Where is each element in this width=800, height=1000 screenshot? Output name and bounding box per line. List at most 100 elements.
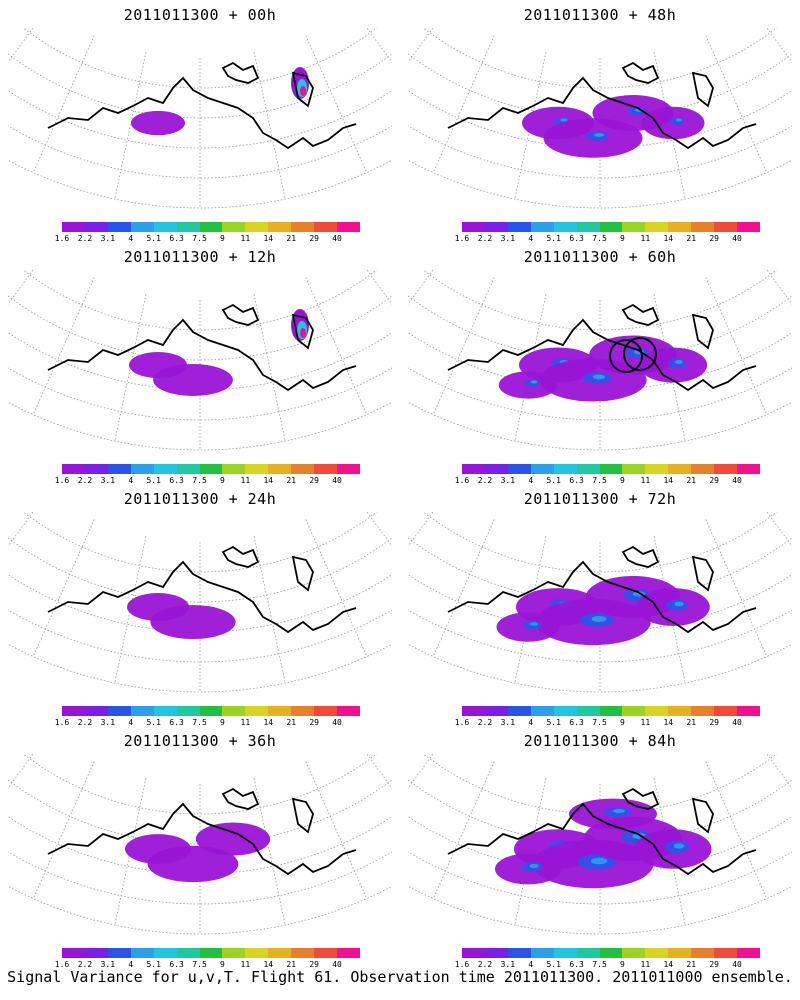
meridian-line	[32, 277, 95, 415]
colorbar-swatch	[507, 222, 531, 232]
polar-map	[408, 754, 792, 935]
colorbar-swatch	[176, 948, 200, 958]
colorbar-tick-label: 9	[620, 960, 625, 969]
colorbar-swatch	[737, 948, 760, 958]
colorbar-swatch	[668, 706, 692, 716]
colorbar-tick-label: 29	[309, 718, 319, 727]
map-panel: 2011011300 + 36h 1.6 2.2 3.1 4 5.1 6.3 7.5 9 11 14…	[0, 726, 400, 976]
latitude-line	[8, 537, 392, 603]
latitude-line	[22, 270, 378, 331]
colorbar-swatch	[576, 222, 600, 232]
panel-title: 2011011300 + 48h	[523, 6, 677, 24]
colorbar-swatch	[222, 948, 246, 958]
map-panel: 2011011300 + 00h 1.6 2.2 3.1 4 5.1 6.3 7.5 9 11 14…	[0, 0, 400, 250]
colorbar-tick-label: 29	[709, 718, 719, 727]
colorbar-swatch	[314, 222, 338, 232]
colorbar-tick-label: 29	[709, 476, 719, 485]
colorbar-tick-label: 14	[263, 718, 274, 727]
meridian-line	[432, 277, 495, 415]
colorbar-tick-label: 11	[240, 234, 251, 243]
colorbar-tick-label: 4	[128, 718, 134, 727]
latitude-line	[8, 609, 392, 663]
colorbar-tick-label: 11	[240, 718, 251, 727]
colorbar-labels: 1.6 2.2 3.1 4 5.1 6.3 7.5 9 11 14 21 29 40	[452, 718, 770, 728]
colorbar-labels: 1.6 2.2 3.1 4 5.1 6.3 7.5 9 11 14 21 29 40	[452, 960, 770, 970]
coastline	[447, 545, 757, 634]
meridian-line	[766, 512, 792, 547]
panel-title: 2011011300 + 60h	[523, 248, 677, 266]
colorbar-swatch	[176, 464, 200, 474]
colorbar-swatch	[737, 706, 760, 716]
polar-map	[408, 512, 792, 693]
colorbar-swatch	[62, 222, 85, 232]
latitude-line	[8, 851, 392, 905]
colorbar-swatch	[130, 706, 154, 716]
latitude-line	[408, 125, 792, 179]
meridian-line	[408, 754, 434, 789]
colorbar-swatch	[599, 222, 623, 232]
colorbar-swatch	[691, 948, 715, 958]
coastline	[47, 787, 357, 876]
coastline	[447, 303, 757, 392]
colorbar-tick-label: 6.3	[169, 234, 184, 243]
map-panel: 2011011300 + 84h 1.6 2.2 3.1 4 5.1 6.3 7.5 9 11 14…	[400, 726, 800, 976]
colorbar-swatch	[84, 222, 108, 232]
coastline	[47, 61, 357, 150]
colorbar-tick-label: 5.1	[146, 234, 161, 243]
colorbar-tick-label: 6.3	[169, 960, 184, 969]
panel-title: 2011011300 + 36h	[123, 732, 277, 750]
colorbar-tick-label: 4	[128, 234, 134, 243]
colorbar-tick-label: 6.3	[569, 718, 584, 727]
colorbar-tick-label: 6.3	[569, 960, 584, 969]
colorbar-swatch	[553, 222, 577, 232]
colorbar-tick-label: 2.2	[77, 234, 93, 243]
colorbar-swatch	[337, 948, 360, 958]
colorbar-tick-label: 9	[620, 234, 625, 243]
meridian-line	[766, 754, 792, 789]
colorbar-swatch	[245, 948, 269, 958]
meridian-line	[705, 519, 768, 657]
colorbar-swatch	[245, 222, 269, 232]
colorbar-swatch	[691, 706, 715, 716]
colorbar-tick-label: 3.1	[500, 960, 516, 969]
colorbar-tick-label: 29	[309, 960, 319, 969]
colorbar-swatch	[107, 464, 131, 474]
polar-map	[408, 28, 792, 209]
colorbar-tick-label: 40	[732, 960, 742, 969]
colorbar-tick-label: 40	[732, 476, 742, 485]
meridian-line	[366, 270, 392, 305]
colorbar-swatch	[622, 706, 646, 716]
latitude-line	[408, 90, 792, 149]
colorbar-tick-label: 3.1	[100, 960, 116, 969]
colorbar-tick-label: 40	[732, 234, 742, 243]
latitude-line	[22, 28, 378, 89]
colorbar-swatch	[62, 464, 85, 474]
colorbar-tick-label: 4	[528, 234, 534, 243]
meridian-line	[8, 754, 34, 789]
polar-map	[8, 754, 392, 935]
colorbar-tick-label: 1.6	[54, 476, 70, 485]
colorbar-tick-label: 1.6	[54, 718, 70, 727]
colorbar-tick-label: 11	[640, 718, 651, 727]
variance-field	[125, 822, 271, 883]
colorbar-tick-label: 7.5	[592, 234, 607, 243]
colorbar-swatch	[62, 948, 85, 958]
colorbar-swatch	[268, 948, 292, 958]
colorbar-swatch	[645, 706, 669, 716]
colorbar-swatch	[645, 464, 669, 474]
latitude-line	[22, 754, 378, 815]
colorbar-tick-label: 3.1	[100, 234, 116, 243]
colorbar-swatch	[737, 464, 760, 474]
colorbar-tick-label: 7.5	[192, 718, 207, 727]
meridian-line	[366, 512, 392, 547]
map-panel: 2011011300 + 48h 1.6 2.2 3.1 4 5.1 6.3 7.5 9 11 14…	[400, 0, 800, 250]
colorbar-swatch	[84, 948, 108, 958]
colorbar-swatch	[530, 464, 554, 474]
colorbar-swatch	[668, 464, 692, 474]
colorbar-tick-label: 7.5	[192, 234, 207, 243]
latitude-line	[408, 609, 792, 663]
colorbar-tick-label: 40	[732, 718, 742, 727]
colorbar-tick-label: 1.6	[54, 234, 70, 243]
colorbar-swatch	[530, 948, 554, 958]
meridian-line	[305, 761, 368, 899]
